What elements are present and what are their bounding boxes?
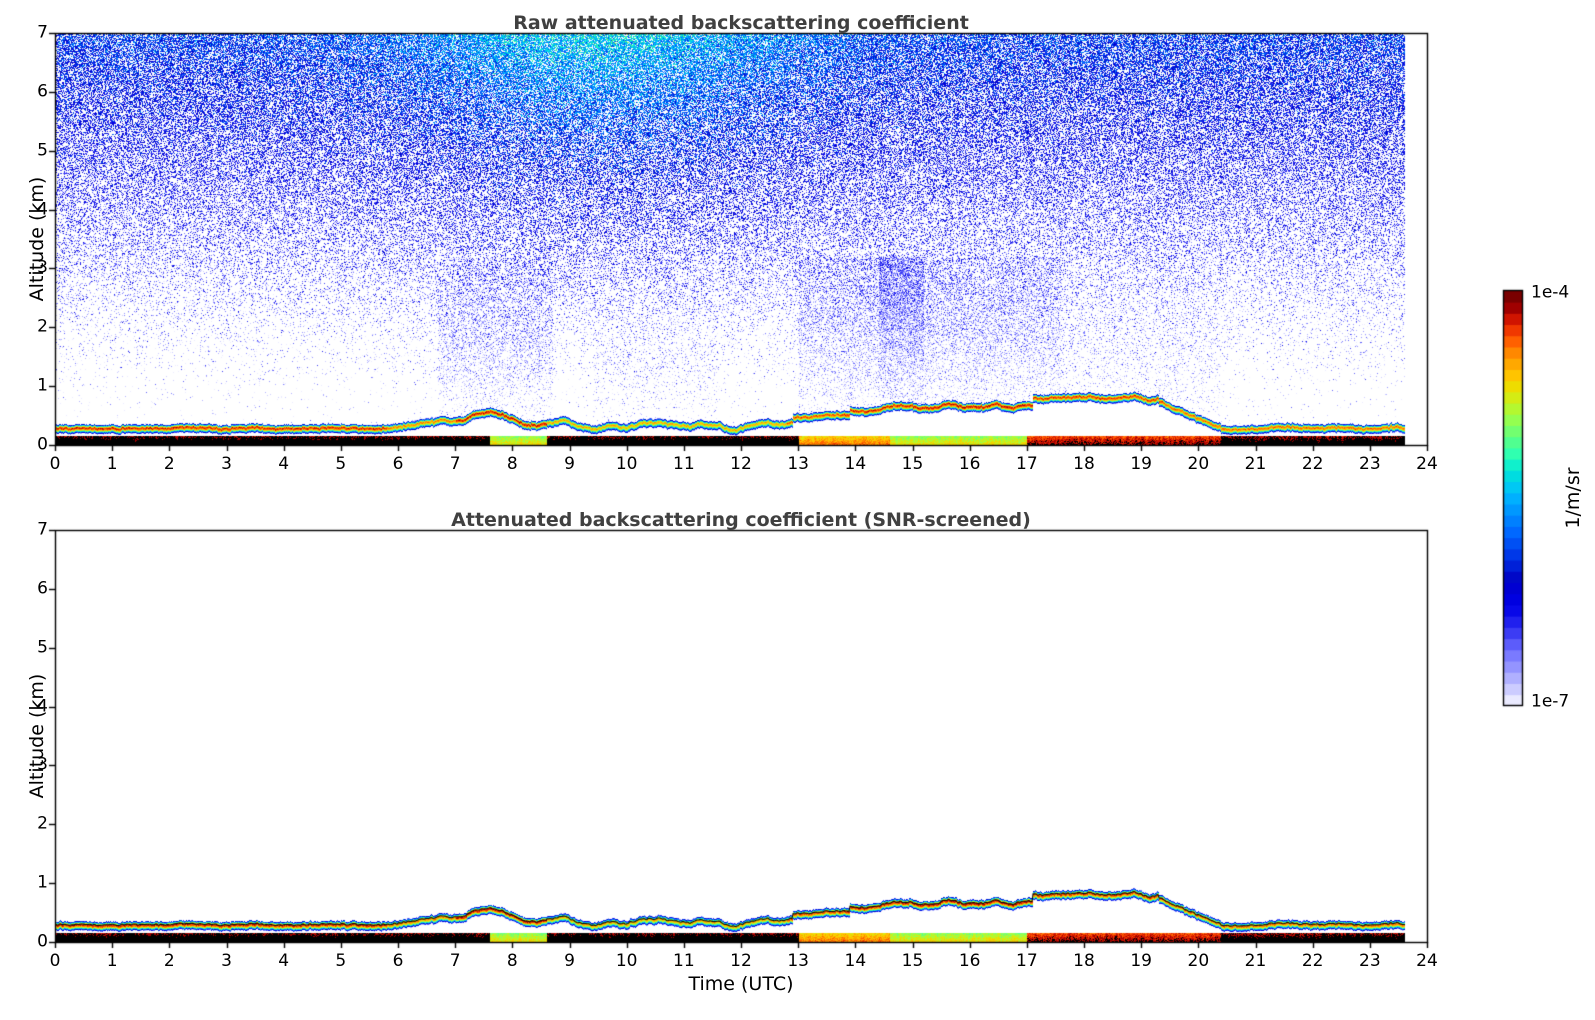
y-tick-label: 2 bbox=[37, 316, 48, 337]
x-tick-label: 7 bbox=[449, 951, 461, 971]
x-tick-label: 8 bbox=[506, 951, 518, 971]
y-tick-label: 5 bbox=[37, 637, 48, 658]
x-tick-label: 13 bbox=[787, 951, 809, 971]
x-tick-label: 18 bbox=[1073, 951, 1095, 971]
x-tick-label: 12 bbox=[730, 951, 752, 971]
x-tick-label: 21 bbox=[1244, 454, 1267, 474]
x-tick-label: 7 bbox=[449, 454, 461, 474]
y-tick-label: 0 bbox=[37, 434, 48, 455]
x-tick-label: 5 bbox=[335, 454, 347, 474]
x-tick-label: 17 bbox=[1016, 951, 1038, 971]
x-tick-label: 11 bbox=[673, 454, 695, 474]
y-axis-label-bottom: Altitude (km) bbox=[26, 673, 48, 799]
x-tick-label: 10 bbox=[615, 951, 638, 971]
y-tick-label: 6 bbox=[37, 578, 48, 599]
x-tick-label: 20 bbox=[1187, 454, 1210, 474]
x-tick-label: 24 bbox=[1416, 951, 1438, 971]
panel-title-raw: Raw attenuated backscattering coefficien… bbox=[513, 12, 969, 34]
x-tick-label: 1 bbox=[106, 454, 118, 474]
x-tick-label: 16 bbox=[958, 454, 981, 474]
x-tick-label: 6 bbox=[392, 951, 404, 971]
x-tick-label: 14 bbox=[844, 951, 867, 971]
x-tick-label: 22 bbox=[1301, 951, 1324, 971]
colorbar-max-tick: 1e-4 bbox=[1531, 282, 1570, 303]
x-tick-label: 21 bbox=[1244, 951, 1267, 971]
x-tick-label: 9 bbox=[564, 454, 575, 474]
x-tick-label: 19 bbox=[1130, 454, 1152, 474]
x-tick-label: 2 bbox=[163, 454, 175, 474]
y-tick-label: 1 bbox=[37, 375, 48, 396]
x-axis-label: Time (UTC) bbox=[688, 973, 794, 995]
colorbar-units-label: 1/m/sr bbox=[1562, 466, 1584, 529]
x-tick-label: 6 bbox=[392, 454, 404, 474]
x-tick-label: 20 bbox=[1187, 951, 1210, 971]
x-tick-label: 0 bbox=[49, 454, 61, 474]
x-tick-label: 8 bbox=[506, 454, 518, 474]
y-tick-label: 2 bbox=[37, 813, 48, 834]
x-tick-label: 4 bbox=[278, 951, 290, 971]
x-tick-label: 13 bbox=[787, 454, 809, 474]
x-tick-label: 22 bbox=[1301, 454, 1324, 474]
y-tick-label: 5 bbox=[37, 140, 48, 161]
y-tick-label: 7 bbox=[37, 22, 48, 43]
x-tick-label: 11 bbox=[673, 951, 695, 971]
x-tick-label: 16 bbox=[958, 951, 981, 971]
panel-title-screened: Attenuated backscattering coefficient (S… bbox=[451, 509, 1031, 531]
x-tick-label: 24 bbox=[1416, 454, 1438, 474]
x-tick-label: 23 bbox=[1359, 951, 1381, 971]
x-tick-label: 15 bbox=[901, 951, 924, 971]
x-tick-label: 15 bbox=[901, 454, 924, 474]
x-tick-label: 3 bbox=[221, 951, 232, 971]
y-tick-label: 4 bbox=[37, 696, 48, 717]
x-tick-label: 1 bbox=[106, 951, 118, 971]
x-tick-label: 12 bbox=[730, 454, 752, 474]
y-tick-label: 4 bbox=[37, 199, 48, 220]
y-tick-label: 0 bbox=[37, 931, 48, 952]
x-tick-label: 5 bbox=[335, 951, 347, 971]
x-tick-label: 2 bbox=[163, 951, 175, 971]
x-tick-label: 0 bbox=[49, 951, 61, 971]
x-tick-label: 14 bbox=[844, 454, 867, 474]
x-tick-label: 18 bbox=[1073, 454, 1095, 474]
x-tick-label: 19 bbox=[1130, 951, 1152, 971]
y-tick-label: 3 bbox=[37, 257, 48, 278]
x-tick-label: 23 bbox=[1359, 454, 1381, 474]
x-tick-label: 10 bbox=[615, 454, 638, 474]
y-tick-label: 3 bbox=[37, 754, 48, 775]
colorbar-min-tick: 1e-7 bbox=[1531, 691, 1570, 712]
x-tick-label: 9 bbox=[564, 951, 575, 971]
y-tick-label: 7 bbox=[37, 519, 48, 540]
x-tick-label: 17 bbox=[1016, 454, 1038, 474]
y-axis-label-top: Altitude (km) bbox=[26, 176, 48, 302]
x-tick-label: 3 bbox=[221, 454, 232, 474]
x-tick-label: 4 bbox=[278, 454, 290, 474]
y-tick-label: 6 bbox=[37, 81, 48, 102]
y-tick-label: 1 bbox=[37, 872, 48, 893]
